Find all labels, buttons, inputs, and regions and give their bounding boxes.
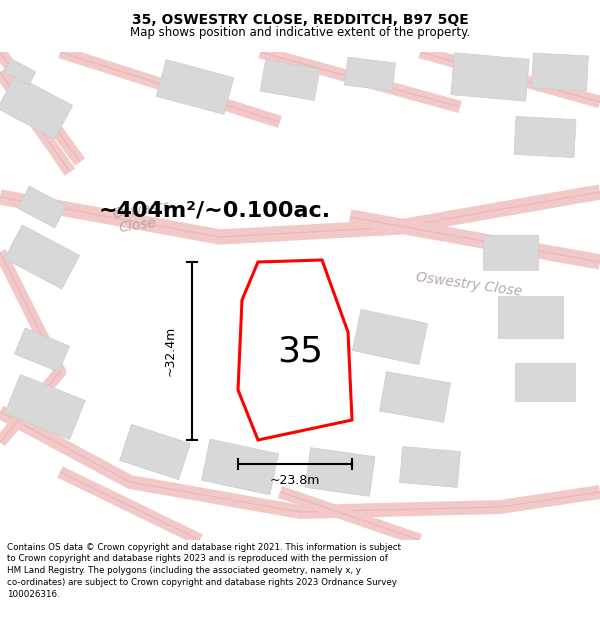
Polygon shape [14,328,70,372]
Text: Close: Close [118,216,157,234]
Polygon shape [305,448,375,496]
Text: 35: 35 [277,335,323,369]
Polygon shape [514,116,576,158]
Polygon shape [4,59,36,85]
Polygon shape [260,59,320,101]
Polygon shape [238,260,352,440]
Text: ~404m²/~0.100ac.: ~404m²/~0.100ac. [99,200,331,220]
Polygon shape [352,309,428,364]
Text: Oswestry Close: Oswestry Close [415,271,523,299]
Polygon shape [5,374,85,439]
Text: 35, OSWESTRY CLOSE, REDDITCH, B97 5QE: 35, OSWESTRY CLOSE, REDDITCH, B97 5QE [131,13,469,27]
Polygon shape [532,53,589,91]
Polygon shape [482,234,538,269]
Text: Map shows position and indicative extent of the property.: Map shows position and indicative extent… [130,26,470,39]
Text: ~32.4m: ~32.4m [163,326,176,376]
Polygon shape [400,446,460,488]
Polygon shape [119,424,190,479]
Text: ~23.8m: ~23.8m [270,474,320,486]
Polygon shape [17,186,67,228]
Polygon shape [497,296,563,338]
Polygon shape [0,75,73,139]
Polygon shape [515,363,575,401]
Text: Oswestr: Oswestr [112,199,170,221]
Polygon shape [380,372,451,423]
Polygon shape [202,439,278,495]
Polygon shape [4,225,80,289]
Polygon shape [344,57,395,91]
Polygon shape [156,59,234,114]
Text: Contains OS data © Crown copyright and database right 2021. This information is : Contains OS data © Crown copyright and d… [7,542,401,599]
Polygon shape [289,333,351,381]
Polygon shape [451,52,529,101]
